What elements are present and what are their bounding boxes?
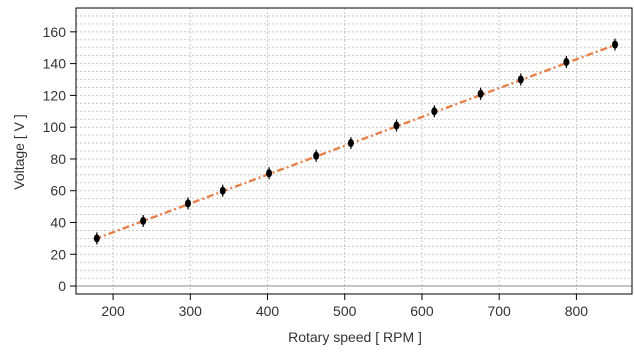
data-point [184, 197, 191, 210]
y-tick-label: 120 [43, 87, 67, 103]
x-axis-title: Rotary speed [ RPM ] [288, 329, 422, 345]
fit-line [94, 42, 619, 241]
point-marker [313, 151, 320, 160]
y-tick-label: 60 [50, 183, 66, 199]
y-axis-title: Voltage [ V ] [11, 114, 27, 190]
data-point [563, 56, 570, 69]
plot-frame [75, 7, 633, 295]
data-point [140, 214, 147, 227]
point-marker [517, 75, 524, 84]
point-marker [184, 199, 191, 208]
y-tick-label: 20 [50, 246, 66, 262]
data-point [266, 167, 273, 180]
data-point [93, 232, 100, 245]
x-tick-label: 500 [333, 303, 357, 319]
x-tick-label: 200 [101, 303, 125, 319]
data-point [477, 87, 484, 100]
data-point [219, 184, 226, 197]
fit-layer [94, 42, 619, 241]
data-point [612, 38, 619, 51]
point-marker [347, 139, 354, 148]
point-marker [612, 40, 619, 49]
data-point [431, 105, 438, 118]
data-point [313, 149, 320, 162]
y-tick-label: 160 [43, 24, 67, 40]
data-point [393, 119, 400, 132]
point-marker [266, 169, 273, 178]
point-marker [393, 121, 400, 130]
y-tick-label: 100 [43, 119, 67, 135]
y-tick-label: 80 [50, 151, 66, 167]
data-point [517, 73, 524, 86]
point-marker [219, 186, 226, 195]
point-marker [431, 107, 438, 116]
points-layer [93, 38, 619, 245]
data-point [347, 137, 354, 150]
x-tick-label: 600 [410, 303, 434, 319]
grid-layer [76, 7, 632, 295]
point-marker [140, 216, 147, 225]
x-tick-label: 400 [256, 303, 280, 319]
point-marker [563, 58, 570, 67]
x-tick-label: 300 [179, 303, 203, 319]
point-marker [93, 234, 100, 243]
y-tick-label: 40 [50, 215, 66, 231]
y-tick-label: 0 [58, 278, 66, 294]
point-marker [477, 89, 484, 98]
y-tick-label: 140 [43, 56, 67, 72]
x-tick-label: 700 [487, 303, 511, 319]
ticks-layer: 0 20 40 60 80 100 120 140 160 200 300 400 500 600 700 8… [43, 24, 589, 319]
x-tick-label: 800 [565, 303, 589, 319]
